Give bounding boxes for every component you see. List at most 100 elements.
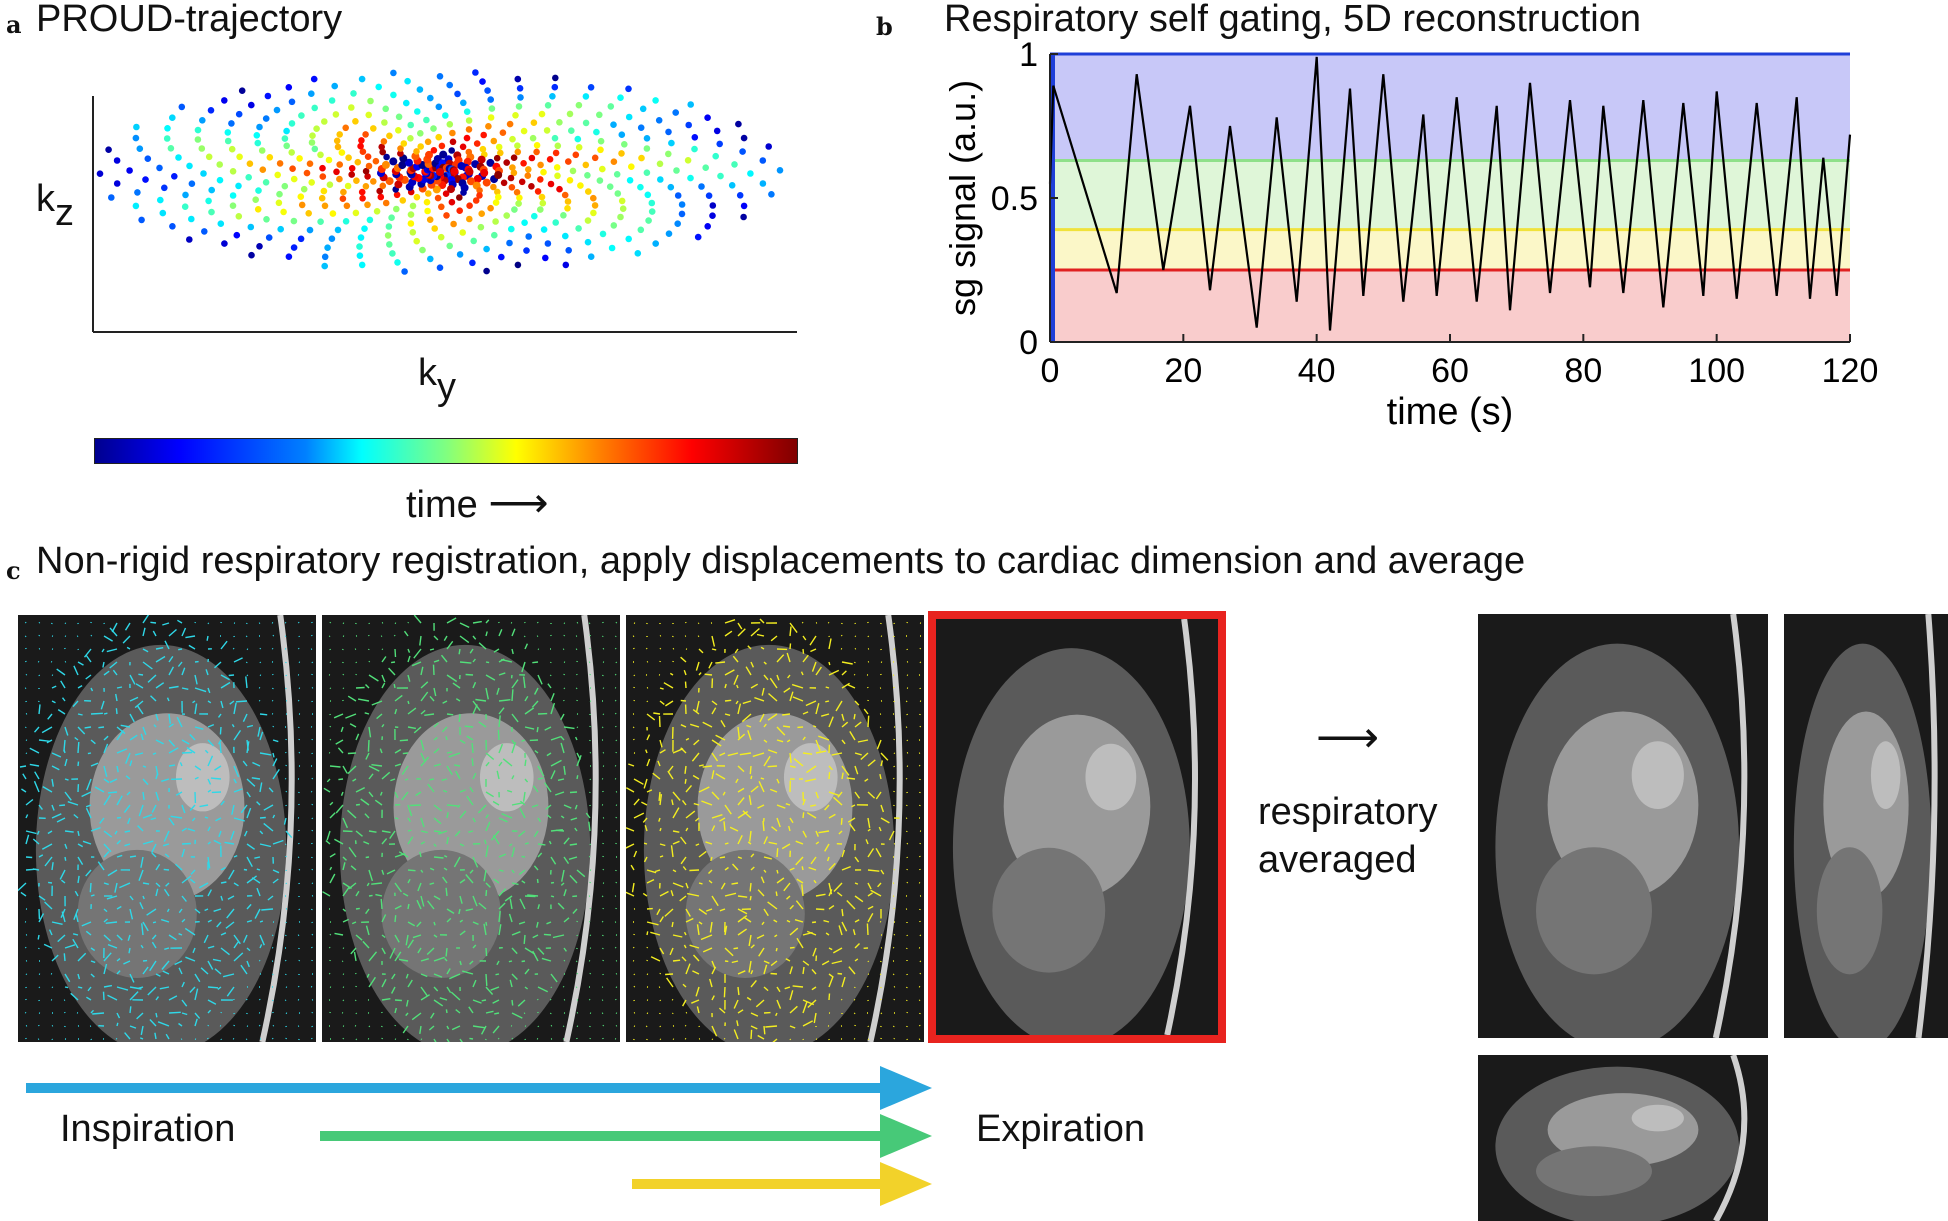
- displacement-vector: [329, 866, 333, 871]
- displacement-vector: [433, 986, 439, 992]
- displacement-vector: [815, 908, 825, 911]
- displacement-vector: [246, 778, 256, 787]
- displacement-vector: [210, 777, 222, 780]
- displacement-vector: [550, 986, 553, 989]
- trajectory-point: [273, 106, 281, 114]
- displacement-vector: [433, 659, 440, 663]
- trajectory-point: [575, 225, 582, 232]
- displacement-vector: [767, 901, 778, 910]
- displacement-vector: [407, 726, 417, 730]
- displacement-vector: [394, 915, 397, 923]
- trajectory-point: [178, 103, 186, 111]
- average-arrow-icon: ⟶: [1316, 713, 1380, 762]
- displacement-vector: [789, 1025, 796, 1029]
- displacement-vector: [763, 674, 769, 681]
- trajectory-point: [181, 203, 189, 210]
- displacement-vector: [459, 919, 464, 923]
- displacement-vector: [106, 895, 118, 900]
- trajectory-point: [551, 83, 559, 91]
- trajectory-point: [300, 185, 308, 193]
- displacement-vector: [724, 842, 729, 845]
- displacement-vector: [919, 661, 922, 664]
- displacement-vector: [498, 869, 504, 872]
- displacement-vector: [140, 1025, 144, 1036]
- displacement-vector: [417, 882, 422, 892]
- displacement-vector: [38, 704, 41, 715]
- displacement-vector: [485, 986, 494, 995]
- displacement-vector: [851, 804, 856, 808]
- displacement-vector: [420, 817, 425, 828]
- trajectory-point: [397, 150, 404, 157]
- displacement-vector: [563, 917, 570, 923]
- displacement-vector: [705, 908, 713, 912]
- displacement-vector: [368, 976, 376, 988]
- trajectory-point: [366, 216, 374, 224]
- displacement-vector: [546, 814, 552, 819]
- displacement-vector: [311, 882, 314, 885]
- displacement-vector: [25, 752, 28, 755]
- displacement-vector: [698, 908, 708, 915]
- displacement-vector: [155, 1012, 158, 1018]
- displacement-vector: [120, 724, 131, 728]
- displacement-vector: [63, 739, 66, 752]
- displacement-vector: [867, 905, 874, 910]
- displacement-vector: [702, 947, 713, 953]
- trajectory-point: [200, 170, 207, 177]
- trajectory-point: [256, 123, 263, 131]
- displacement-vector: [459, 878, 466, 884]
- displacement-vector: [682, 983, 687, 988]
- displacement-vector: [711, 995, 715, 1001]
- displacement-vector: [225, 921, 235, 929]
- displacement-vector: [532, 934, 539, 939]
- displacement-vector: [109, 778, 118, 784]
- trajectory-point: [687, 101, 694, 108]
- trajectory-plot: [92, 69, 797, 333]
- displacement-vector: [692, 709, 700, 715]
- trajectory-point: [248, 101, 255, 109]
- displacement-vector: [329, 801, 334, 806]
- trajectory-point: [515, 200, 522, 207]
- displacement-vector: [77, 726, 86, 735]
- displacement-vector: [522, 676, 526, 689]
- displacement-vector: [892, 973, 895, 976]
- displacement-vector: [854, 882, 859, 885]
- trajectory-point: [407, 121, 415, 129]
- displacement-vector: [671, 799, 674, 806]
- displacement-vector: [459, 843, 465, 847]
- trajectory-point: [556, 185, 563, 193]
- displacement-vector: [468, 830, 474, 833]
- displacement-vector: [207, 1009, 212, 1014]
- trajectory-point: [479, 78, 486, 85]
- displacement-vector: [207, 945, 215, 949]
- displacement-vector: [90, 894, 95, 897]
- trajectory-point: [356, 243, 363, 250]
- displacement-vector: [789, 946, 795, 949]
- displacement-vector: [585, 812, 591, 819]
- trajectory-point: [599, 165, 606, 173]
- displacement-vector: [828, 947, 833, 951]
- displacement-vector: [537, 674, 543, 685]
- displacement-vector: [381, 914, 387, 923]
- displacement-vector: [763, 869, 767, 873]
- trajectory-point: [318, 194, 326, 202]
- displacement-vector: [207, 826, 211, 832]
- displacement-vector: [892, 946, 895, 949]
- displacement-vector: [828, 993, 831, 1001]
- displacement-vector: [646, 931, 649, 936]
- displacement-vector: [207, 841, 211, 845]
- displacement-vector: [366, 973, 370, 978]
- trajectory-point: [389, 157, 398, 166]
- displacement-vector: [433, 687, 437, 697]
- displacement-vector: [685, 882, 689, 889]
- displacement-vector: [37, 934, 40, 940]
- displacement-vector: [574, 804, 578, 810]
- displacement-vector: [271, 647, 274, 650]
- trajectory-point: [274, 171, 282, 179]
- displacement-vector: [37, 660, 40, 663]
- displacement-vector: [168, 817, 175, 826]
- displacement-vector: [748, 795, 752, 806]
- trajectory-point: [590, 194, 597, 202]
- displacement-vector: [867, 912, 874, 923]
- trajectory-point: [759, 180, 767, 187]
- trajectory-point: [361, 225, 368, 232]
